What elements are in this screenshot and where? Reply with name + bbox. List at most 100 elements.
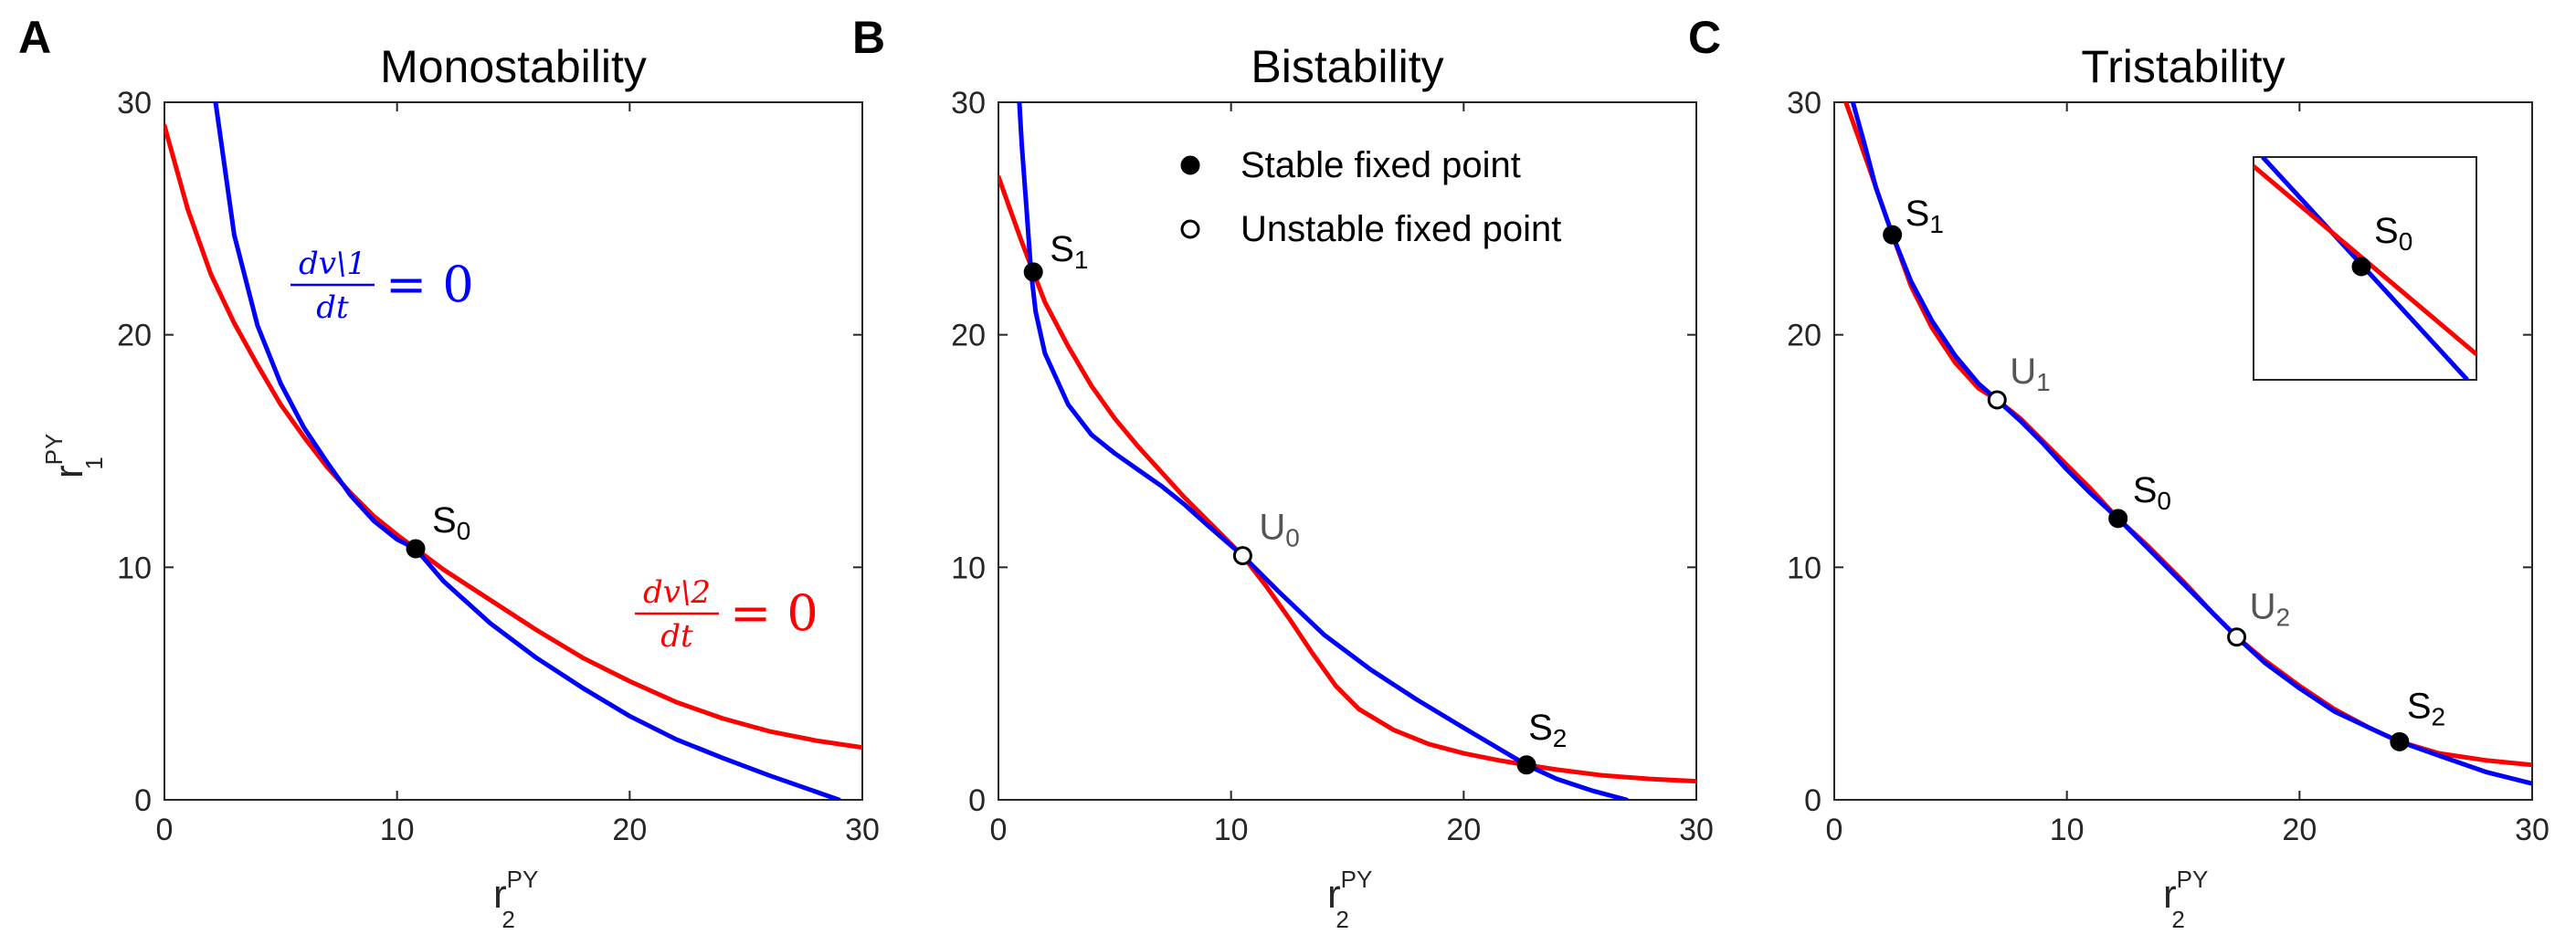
y-axis-label-sup: PY (40, 434, 68, 466)
stable-fixed-point (406, 539, 426, 559)
equation-denominator: dt (660, 618, 693, 655)
x-axis-label-sup: PY (507, 866, 539, 893)
equation-rhs: = 0 (385, 256, 474, 313)
y-tick-label: 10 (117, 551, 152, 585)
y-tick-label: 0 (1804, 783, 1821, 818)
y-tick-label: 30 (951, 86, 986, 121)
fixed-point-label-main: S (2133, 470, 2158, 510)
fixed-point-label: S2 (2407, 686, 2445, 730)
x-axis-label-sub: 2 (1336, 906, 1348, 933)
fixed-point-label-sub: 2 (2275, 604, 2290, 632)
y-tick-label: 20 (951, 319, 986, 353)
y-tick-label: 30 (117, 86, 152, 121)
legend-label: Unstable fixed point (1240, 209, 1561, 249)
y-tick-label: 0 (968, 783, 986, 818)
x-tick-label: 0 (1826, 813, 1843, 847)
inset-point-label-main: S (2374, 211, 2399, 251)
fixed-point-label-main: S (432, 500, 457, 541)
fixed-point-label-main: S (1050, 229, 1074, 269)
fixed-point-label-main: U (2010, 352, 2036, 392)
equation-rhs: = 0 (730, 584, 818, 642)
fixed-point-label-main: S (2407, 686, 2432, 726)
y-axis-label-sub: 1 (80, 457, 108, 469)
x-axis-label: rPY 2 (493, 866, 538, 933)
equation-denominator: dt (316, 289, 349, 326)
legend: Stable fixed point Unstable fixed point (1180, 145, 1561, 249)
fixed-point-label-sub: 1 (1929, 210, 1944, 238)
fixed-point-label-sub: 0 (457, 517, 471, 545)
x-tick-label: 30 (1679, 813, 1714, 847)
y-tick-label: 10 (1787, 551, 1821, 585)
plot-area (164, 101, 863, 801)
y-tick-label: 20 (117, 319, 152, 353)
x-axis-label-main: r (2163, 872, 2177, 917)
x-tick-label: 10 (2050, 813, 2085, 847)
stable-fixed-point (2108, 509, 2128, 529)
x-axis-label-sub: 2 (501, 906, 514, 933)
blue-nullcline (213, 102, 841, 800)
x-tick-label: 30 (845, 813, 880, 847)
fixed-point-label-sub: 1 (1074, 246, 1089, 274)
nullcline-equation: dv\1 dt = 0 (290, 246, 474, 326)
fixed-point-label-main: U (1259, 508, 1285, 548)
blue-nullcline (1017, 102, 1630, 800)
fixed-point-label-sub: 0 (2157, 487, 2171, 515)
panel-c: 0 10 20 300102030S1U1S0U2S2TristabilityCrPY… (1688, 12, 2550, 933)
stable-fixed-point (1023, 262, 1043, 282)
unstable-fixed-point (2227, 627, 2247, 647)
fixed-point-label: S0 (2133, 470, 2171, 515)
y-tick-label: 0 (134, 783, 152, 818)
y-axis-label: rPY 1 (40, 434, 108, 478)
y-axis-label-text: rPY 1 (40, 434, 108, 478)
blue-nullcline (1850, 102, 2532, 786)
equation-numerator: dv\1 (299, 246, 366, 282)
fixed-point-label: S1 (1050, 229, 1088, 274)
panel-label: C (1688, 12, 1721, 63)
panel-title: Tristability (2081, 41, 2285, 92)
fixed-point-label-main: S (1906, 194, 1930, 234)
x-tick-label: 30 (2515, 813, 2550, 847)
unstable-fixed-point (1232, 546, 1252, 566)
stable-fixed-point (1883, 225, 1903, 245)
fixed-point-label-sub: 2 (1553, 724, 1568, 752)
fixed-point-label: U1 (2010, 352, 2050, 396)
x-axis-label-sup: PY (1341, 866, 1373, 893)
x-tick-label: 20 (1446, 813, 1481, 847)
y-axis-label-main: r (47, 465, 91, 478)
fixed-point-label-main: U (2250, 587, 2276, 627)
stable-fixed-point (1516, 755, 1536, 775)
x-tick-label: 10 (380, 813, 415, 847)
x-axis-label: rPY 2 (2163, 866, 2208, 933)
inset-point-label: S0 (2374, 211, 2412, 256)
fixed-point-label: U0 (1259, 508, 1299, 552)
y-tick-label: 30 (1787, 86, 1821, 121)
panel-label: A (18, 12, 51, 63)
inset-point-label-sub: 0 (2399, 227, 2413, 256)
x-axis-label-main: r (493, 872, 507, 917)
x-tick-label: 0 (156, 813, 174, 847)
equation-numerator: dv\2 (643, 574, 711, 611)
nullcline-equation: dv\2 dt = 0 (635, 574, 818, 655)
inset-stable-fixed-point (2351, 257, 2371, 277)
fixed-point-label-sub: 2 (2432, 702, 2446, 730)
x-tick-label: 20 (612, 813, 647, 847)
panel-title: Bistability (1251, 41, 1443, 92)
fixed-point-label-sub: 0 (1285, 524, 1300, 552)
y-tick-label: 20 (1787, 319, 1821, 353)
inset: S0 (2253, 156, 2477, 381)
fixed-point-label: S0 (432, 500, 470, 545)
x-axis-label-sup: PY (2177, 866, 2209, 893)
fixed-point-label-main: S (1528, 708, 1553, 748)
legend-label: Stable fixed point (1240, 145, 1521, 185)
x-tick-label: 0 (990, 813, 1008, 847)
legend-marker (1180, 155, 1200, 175)
fixed-point-label: S2 (1528, 708, 1567, 752)
panel-label: B (852, 12, 885, 63)
x-tick-label: 10 (1214, 813, 1249, 847)
x-axis-label-sub: 2 (2171, 906, 2184, 933)
fixed-point-label-sub: 1 (2036, 368, 2051, 396)
legend-marker (1180, 219, 1200, 239)
unstable-fixed-point (1987, 390, 2007, 410)
